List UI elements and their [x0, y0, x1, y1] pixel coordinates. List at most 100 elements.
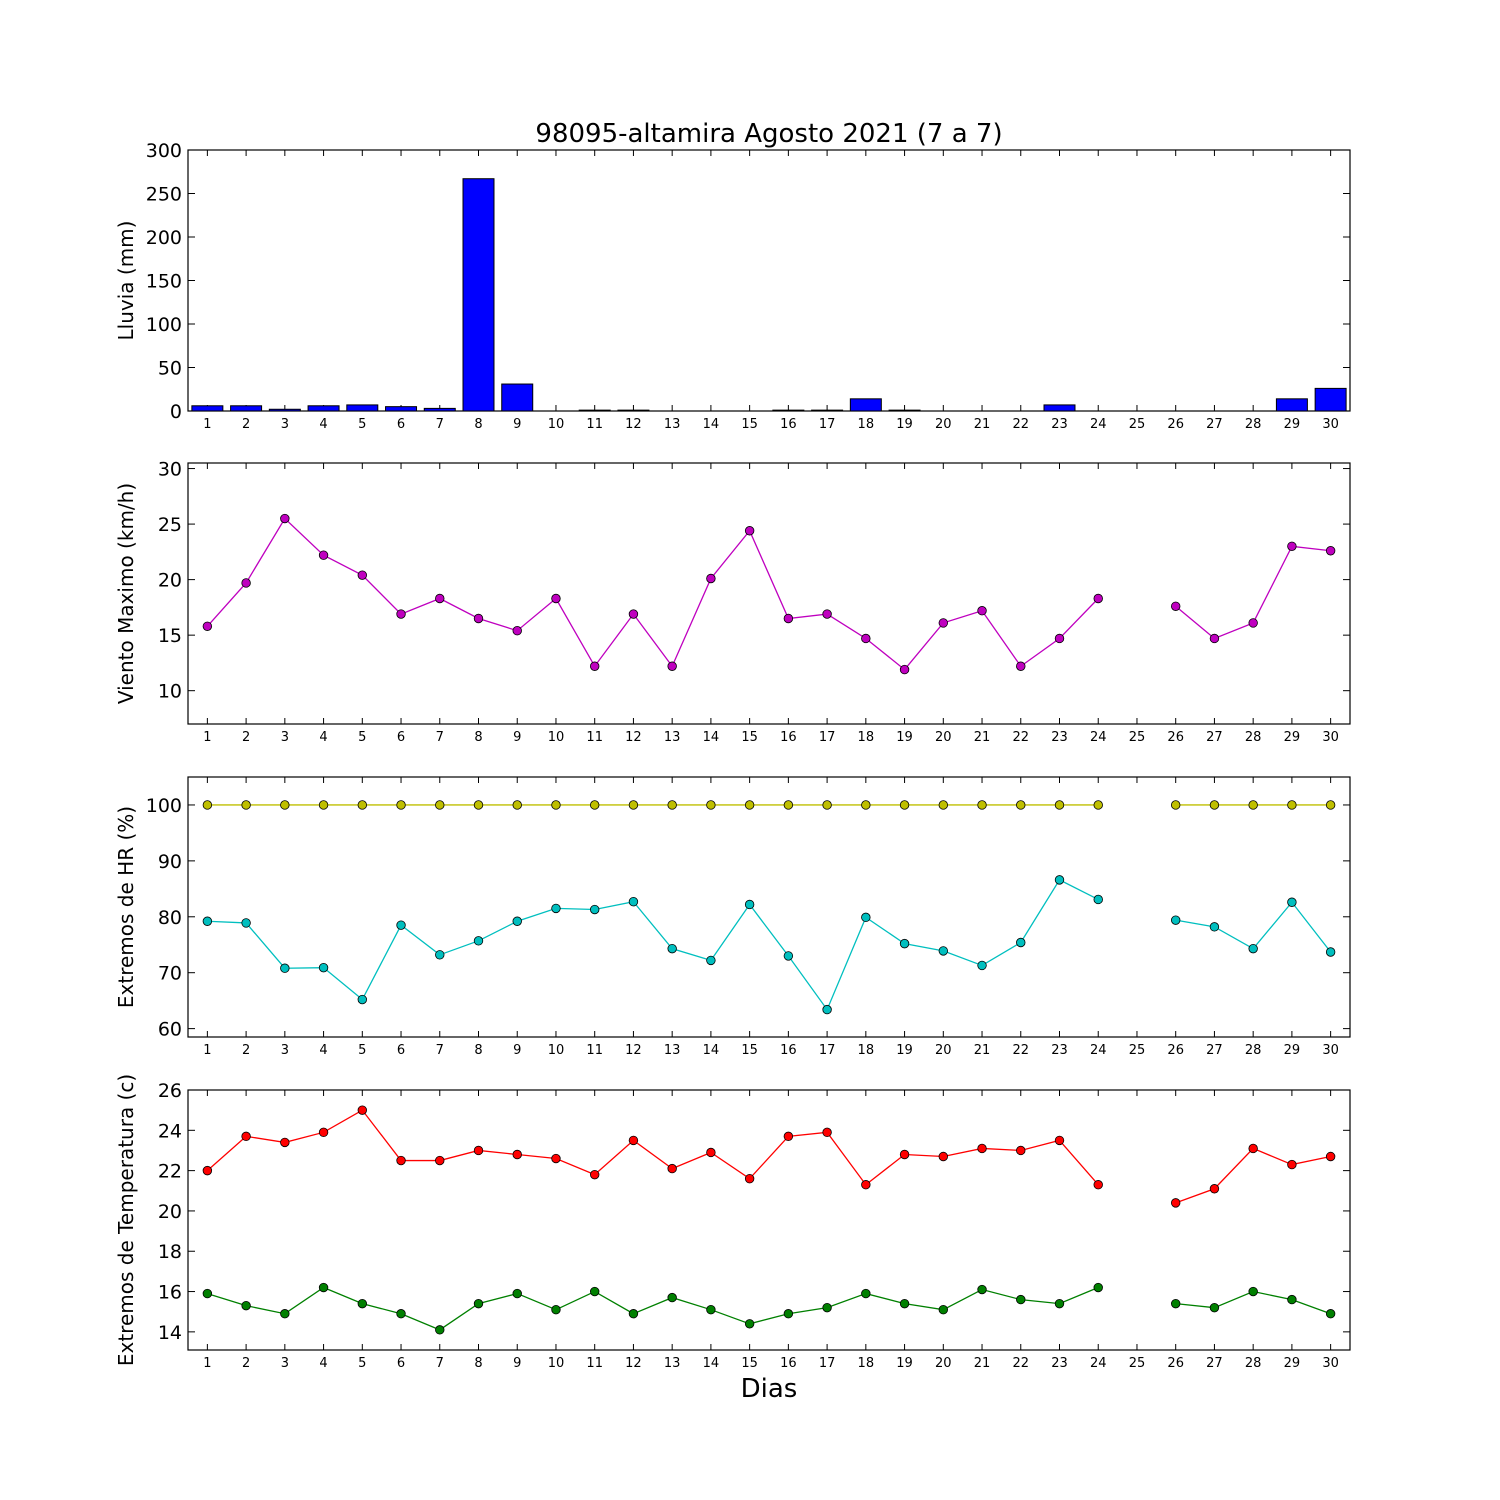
plot-frame — [187, 149, 1351, 412]
x-tick-label: 5 — [358, 1043, 366, 1058]
x-tick-label: 9 — [513, 1043, 521, 1058]
x-tick-label: 19 — [896, 417, 913, 432]
x-tick-label: 22 — [1012, 417, 1029, 432]
y-tick-label: 200 — [146, 227, 182, 249]
data-point — [977, 960, 987, 971]
data-point — [357, 1105, 368, 1115]
data-point — [1209, 1302, 1220, 1313]
x-tick-label: 7 — [436, 1356, 444, 1371]
x-tick-label: 2 — [242, 417, 250, 432]
x-tick-label: 29 — [1284, 1356, 1301, 1371]
data-point — [590, 661, 600, 671]
x-tick-label: 13 — [664, 1356, 681, 1371]
x-tick-label: 4 — [319, 1356, 327, 1371]
rain-bar — [462, 178, 495, 412]
data-point — [861, 1180, 871, 1190]
rain-bar — [1275, 398, 1308, 412]
data-point — [590, 1286, 600, 1297]
data-point — [1093, 800, 1103, 810]
data-point — [280, 800, 290, 810]
x-tick-label: 6 — [397, 730, 405, 745]
x-tick-label: 24 — [1090, 1356, 1107, 1371]
x-tick-label: 6 — [397, 417, 405, 432]
x-tick-label: 24 — [1090, 730, 1107, 745]
data-point — [1170, 1198, 1181, 1208]
x-tick-label: 16 — [780, 1356, 797, 1371]
x-tick-label: 7 — [436, 730, 444, 745]
x-tick-label: 21 — [974, 417, 991, 432]
x-tick-label: 18 — [858, 417, 875, 432]
data-point — [744, 800, 755, 810]
data-point — [202, 800, 213, 810]
x-tick-label: 20 — [935, 1356, 952, 1371]
y-axis-label: Lluvia (mm) — [114, 221, 138, 341]
data-point — [899, 664, 910, 675]
data-point — [977, 1143, 987, 1154]
x-tick-label: 23 — [1051, 1356, 1068, 1371]
y-tick-label: 20 — [158, 1201, 182, 1223]
rain-bar — [1314, 387, 1347, 412]
rain-bar — [191, 405, 224, 412]
data-point — [1170, 800, 1181, 810]
x-tick-label: 30 — [1322, 1356, 1339, 1371]
x-tick-label: 6 — [397, 1356, 405, 1371]
data-point — [551, 1304, 561, 1315]
y-tick-label: 90 — [158, 851, 182, 873]
x-tick-label: 27 — [1206, 417, 1223, 432]
data-point — [202, 1165, 213, 1176]
y-tick-label: 30 — [158, 459, 182, 481]
x-tick-label: 7 — [436, 1043, 444, 1058]
data-point — [551, 903, 561, 914]
x-tick-label: 25 — [1129, 730, 1146, 745]
data-point — [1093, 593, 1103, 604]
x-tick-label: 3 — [281, 417, 289, 432]
rain-bar — [385, 406, 418, 412]
x-tick-label: 28 — [1245, 730, 1262, 745]
y-tick-label: 0 — [170, 401, 182, 423]
x-tick-label: 28 — [1245, 1356, 1262, 1371]
x-tick-label: 27 — [1206, 1356, 1223, 1371]
data-point — [667, 943, 677, 954]
x-tick-label: 9 — [513, 1356, 521, 1371]
data-point — [628, 1135, 639, 1146]
x-tick-label: 23 — [1051, 1043, 1068, 1058]
data-point — [667, 661, 677, 671]
data-point — [318, 550, 329, 560]
plot-frame — [187, 776, 1351, 1038]
x-tick-label: 13 — [664, 417, 681, 432]
x-axis-label: Dias — [741, 1374, 798, 1404]
data-point — [938, 946, 949, 956]
y-tick-label: 50 — [158, 358, 182, 380]
data-point — [899, 800, 910, 810]
x-tick-label: 26 — [1167, 730, 1184, 745]
data-point — [590, 904, 600, 915]
data-point — [512, 1149, 522, 1160]
data-point — [280, 1137, 290, 1148]
data-point — [938, 618, 949, 628]
rain-bar — [772, 409, 805, 412]
x-tick-label: 14 — [703, 417, 720, 432]
x-tick-label: 17 — [819, 1043, 836, 1058]
data-point — [628, 1309, 639, 1319]
data-point — [357, 800, 368, 810]
x-tick-label: 21 — [974, 1043, 991, 1058]
chart-title: 98095-altamira Agosto 2021 (7 a 7) — [535, 119, 1002, 149]
x-tick-label: 14 — [703, 730, 720, 745]
data-point — [396, 800, 406, 810]
y-tick-label: 16 — [158, 1282, 182, 1304]
x-tick-label: 26 — [1167, 417, 1184, 432]
data-point — [744, 1173, 755, 1184]
data-point — [783, 613, 794, 624]
x-tick-label: 26 — [1167, 1043, 1184, 1058]
data-point — [435, 593, 445, 604]
y-tick-label: 25 — [158, 514, 182, 536]
x-tick-label: 30 — [1322, 730, 1339, 745]
data-point — [1248, 1286, 1258, 1297]
data-point — [861, 912, 871, 923]
plot-frame — [187, 1089, 1351, 1351]
x-tick-label: 3 — [281, 1043, 289, 1058]
